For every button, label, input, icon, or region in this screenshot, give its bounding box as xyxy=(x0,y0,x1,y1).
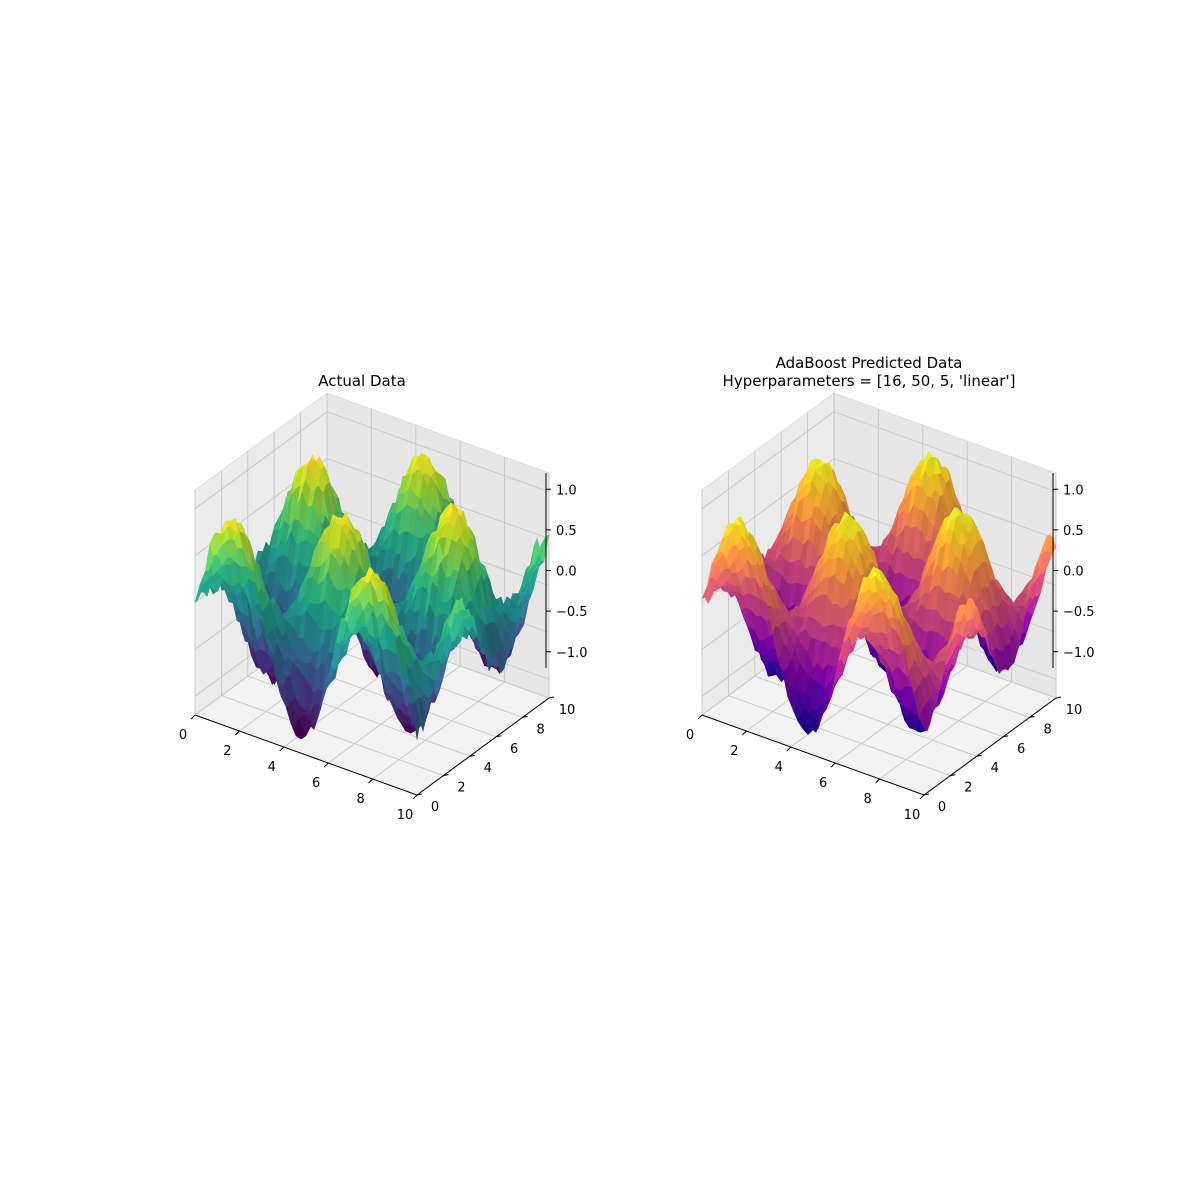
x-tick-label: 0 xyxy=(686,728,694,743)
x-tick-label: 8 xyxy=(863,792,871,807)
svg-text:AdaBoost Predicted Data: AdaBoost Predicted Data xyxy=(776,354,963,372)
y-tick-label: 6 xyxy=(510,742,518,757)
x-tick-label: 4 xyxy=(268,760,276,775)
y-tick-label: 4 xyxy=(484,761,492,776)
x-tick-label: 6 xyxy=(312,776,320,791)
chart-title: Actual Data xyxy=(318,372,406,390)
svg-text:Actual Data: Actual Data xyxy=(318,372,406,390)
z-tick-label: 0.0 xyxy=(556,565,577,580)
y-tick-label: 6 xyxy=(1017,742,1025,757)
z-tick-label: 0.0 xyxy=(1063,565,1084,580)
x-tick-label: 0 xyxy=(179,728,187,743)
y-tick-label: 10 xyxy=(1066,703,1083,718)
y-tick-label: 8 xyxy=(536,722,544,737)
x-axis-line xyxy=(194,714,418,796)
x-tick-label: 10 xyxy=(904,808,921,823)
x-tick-label: 4 xyxy=(775,760,783,775)
z-tick-label: −1.0 xyxy=(556,646,588,661)
x-tick-label: 2 xyxy=(223,744,231,759)
y-tick-label: 10 xyxy=(559,703,576,718)
z-tick-label: −0.5 xyxy=(556,605,588,620)
surface-plot-actual: 0 2 4 6 8 10 0 2 4 6 8 10 −1.0 −0.5 0.0 0.5 1.0 Actual Da… xyxy=(179,372,588,823)
z-tick-label: 0.5 xyxy=(1063,524,1084,539)
surface xyxy=(701,450,1057,736)
y-tick-label: 4 xyxy=(991,761,999,776)
y-tick-label: 2 xyxy=(457,781,465,796)
surface-plot-predicted: 0 2 4 6 8 10 0 2 4 6 8 10 −1.0 −0.5 0.0 0.5 1.0 AdaBoost … xyxy=(686,354,1095,823)
z-tick-label: 0.5 xyxy=(556,524,577,539)
y-tick-label: 2 xyxy=(964,781,972,796)
y-axis-line xyxy=(923,697,1057,796)
z-tick-label: 1.0 xyxy=(556,483,577,498)
x-tick-label: 10 xyxy=(397,808,414,823)
y-tick-label: 0 xyxy=(938,800,946,815)
z-tick-label: −0.5 xyxy=(1063,605,1095,620)
x-tick-label: 2 xyxy=(730,744,738,759)
y-axis-line xyxy=(416,697,550,796)
x-tick-label: 6 xyxy=(819,776,827,791)
z-tick-label: 1.0 xyxy=(1063,483,1084,498)
x-tick-label: 8 xyxy=(356,792,364,807)
y-tick-label: 8 xyxy=(1043,722,1051,737)
z-tick-label: −1.0 xyxy=(1063,646,1095,661)
y-tick-label: 0 xyxy=(431,800,439,815)
surface xyxy=(194,452,550,740)
svg-text:Hyperparameters = [16, 50, 5,: Hyperparameters = [16, 50, 5, 'linear'] xyxy=(723,372,1016,390)
x-axis-line xyxy=(701,714,925,796)
